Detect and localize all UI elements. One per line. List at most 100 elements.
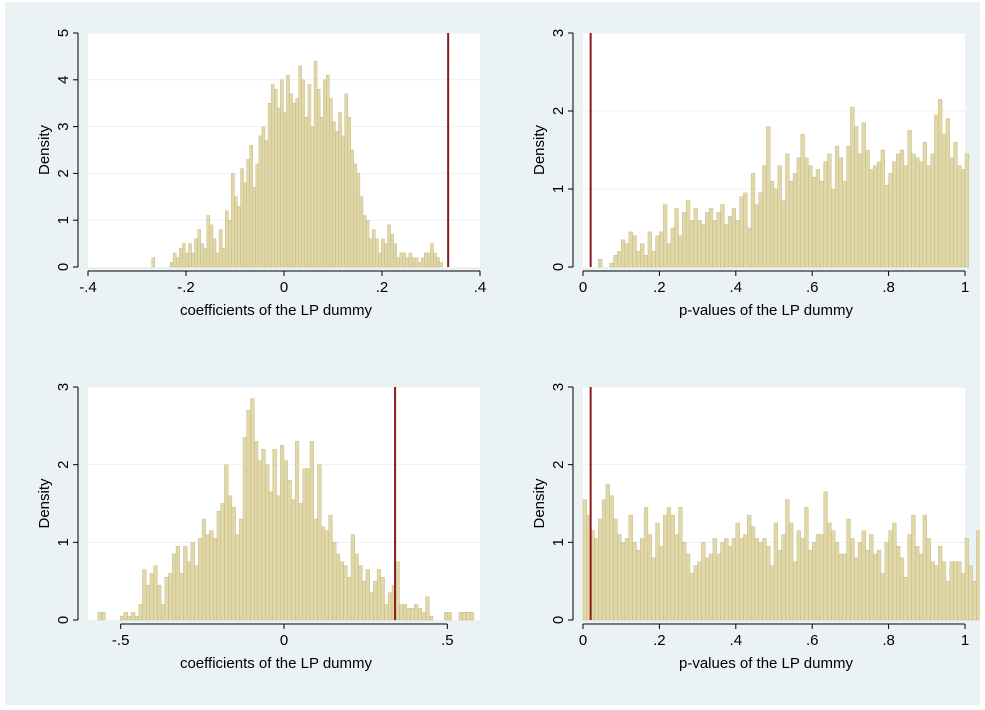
y-tick-label: 1 xyxy=(550,538,567,546)
y-tick-label: 2 xyxy=(55,460,72,468)
histogram-bar xyxy=(873,165,878,268)
histogram-bar xyxy=(739,196,744,268)
histogram-bar xyxy=(402,252,407,268)
x-axis-title: coefficients of the LP dummy xyxy=(180,655,373,672)
histogram-bar xyxy=(399,252,404,268)
x-axis-title: coefficients of the LP dummy xyxy=(180,302,373,319)
histogram-bar xyxy=(769,180,775,268)
histogram-bar xyxy=(427,252,431,268)
histogram-bar xyxy=(319,117,324,268)
histogram-bar xyxy=(716,553,721,621)
x-tick-label: .5 xyxy=(441,632,454,649)
histogram-bar xyxy=(390,234,394,268)
histogram-bar xyxy=(739,538,744,621)
histogram-bar xyxy=(781,200,786,268)
histogram-bar xyxy=(918,161,924,268)
histogram-bar xyxy=(393,243,397,268)
histogram-bar xyxy=(762,165,767,268)
histogram-bar xyxy=(200,243,204,268)
histogram-bar xyxy=(443,612,449,621)
histogram-bar xyxy=(643,507,649,621)
histogram-bar xyxy=(138,604,143,621)
histogram-bar xyxy=(206,215,211,268)
histogram-bar xyxy=(777,165,782,268)
x-tick-label: -.2 xyxy=(177,279,195,296)
histogram-bar xyxy=(249,145,253,268)
histogram-bar xyxy=(265,464,270,621)
histogram-bar xyxy=(462,612,467,621)
histogram-bar xyxy=(362,215,367,268)
histogram-bar xyxy=(316,88,321,268)
histogram-bar xyxy=(194,238,198,268)
histogram-bar xyxy=(892,522,897,621)
histogram-bar xyxy=(123,612,128,621)
histogram-bar xyxy=(321,526,326,621)
histogram-bar xyxy=(411,257,416,268)
histogram-bar xyxy=(168,573,173,621)
histogram-bar xyxy=(328,514,333,621)
histogram-bar xyxy=(335,553,341,621)
histogram-bar xyxy=(436,257,440,268)
histogram-bar xyxy=(754,204,759,268)
histogram-bar xyxy=(601,499,607,621)
histogram-bar xyxy=(682,212,687,268)
histogram-bar xyxy=(873,553,878,621)
histogram-bar xyxy=(384,604,389,621)
histogram-bar xyxy=(433,252,437,268)
histogram-bar xyxy=(421,612,426,621)
histogram-bar xyxy=(957,561,962,621)
x-tick-label: 1 xyxy=(961,279,969,296)
histogram-bar xyxy=(888,530,893,621)
histogram-bar xyxy=(857,542,863,621)
histogram-bar xyxy=(705,557,710,621)
y-tick-label: 2 xyxy=(550,107,567,115)
histogram-bar xyxy=(915,546,920,621)
histogram-bar xyxy=(240,168,244,268)
histogram-bar xyxy=(258,135,263,268)
histogram-bar xyxy=(283,460,288,621)
histogram-bar xyxy=(227,495,233,621)
histogram-bar xyxy=(402,604,408,621)
histogram-bar xyxy=(663,514,668,621)
histogram-bar xyxy=(309,441,314,621)
histogram-bar xyxy=(647,534,652,621)
histogram-bar xyxy=(850,106,855,268)
histogram-bar xyxy=(191,252,195,268)
histogram-bar xyxy=(172,553,177,621)
histogram-bar xyxy=(708,553,714,621)
histogram-bar xyxy=(808,549,813,621)
histogram-bar xyxy=(941,561,947,621)
x-tick-label: -.4 xyxy=(79,279,97,296)
histogram-bar xyxy=(157,584,162,621)
figure-background: 0 1 2 3 4 5 -.4 -.2 0 .2 .4 coefficients of the LP … xyxy=(5,2,981,705)
histogram-bar xyxy=(261,448,266,621)
histogram-bar xyxy=(295,98,299,268)
histogram-bar xyxy=(842,180,847,268)
histogram-bar xyxy=(268,491,274,621)
histogram-bar xyxy=(356,173,361,268)
histogram-bar xyxy=(218,229,223,268)
y-tick-label: 3 xyxy=(550,29,567,37)
histogram-bar xyxy=(287,480,292,621)
x-tick-label: .2 xyxy=(653,632,666,649)
histogram-bar xyxy=(781,534,786,621)
histogram-bar xyxy=(252,187,257,268)
histogram-bar xyxy=(636,549,641,621)
histogram-bar xyxy=(350,534,355,621)
histogram-bar xyxy=(298,65,302,268)
y-axis-title: Density xyxy=(531,124,548,175)
histogram-bar xyxy=(466,612,471,621)
histogram-bar xyxy=(365,569,370,621)
histogram-bar xyxy=(899,557,905,621)
histogram-bar xyxy=(335,131,339,268)
histogram-bar xyxy=(731,208,736,268)
histogram-bar xyxy=(815,534,821,621)
histogram-bar xyxy=(964,153,970,268)
histogram-bar xyxy=(186,561,192,621)
histogram-bar xyxy=(854,557,859,621)
histogram-bar xyxy=(861,530,866,621)
histogram-bar xyxy=(224,210,229,268)
histogram-bar xyxy=(678,507,683,621)
histogram-bar xyxy=(907,534,912,621)
histogram-bar xyxy=(324,530,329,621)
